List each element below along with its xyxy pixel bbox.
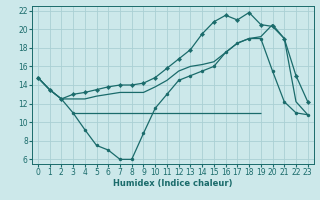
- X-axis label: Humidex (Indice chaleur): Humidex (Indice chaleur): [113, 179, 233, 188]
